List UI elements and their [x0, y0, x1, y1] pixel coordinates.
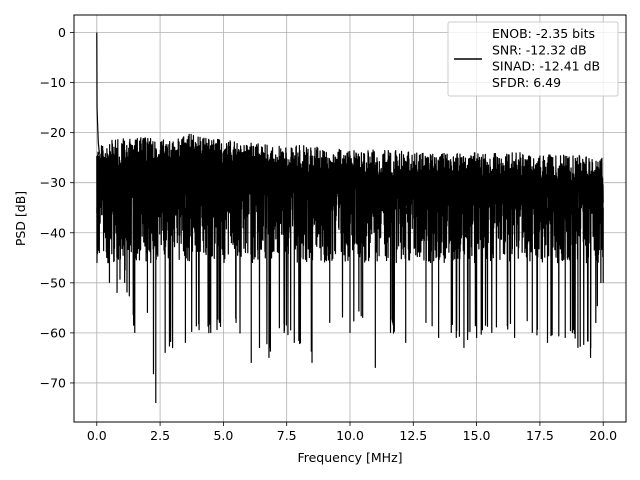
y-tick-label: −30	[40, 175, 66, 190]
legend-entry-snr: SNR: -12.32 dB	[492, 42, 587, 57]
x-tick-label: 5.0	[213, 428, 233, 443]
series-layer	[96, 32, 604, 403]
x-tick-label: 7.5	[277, 428, 297, 443]
psd-series-line	[96, 32, 604, 403]
legend-entry-sfdr: SFDR: 6.49	[492, 75, 561, 90]
x-tick-label: 20.0	[589, 428, 617, 443]
ticks: 0.0 2.5 5.0 7.5 10.0 12.5 15.0 17.5 20.0 0 −10 −20 −…	[40, 25, 618, 443]
y-axis-label: PSD [dB]	[13, 191, 28, 246]
x-tick-label: 17.5	[526, 428, 554, 443]
y-tick-label: −20	[40, 125, 66, 140]
y-tick-label: −60	[40, 325, 66, 340]
y-tick-label: 0	[58, 25, 66, 40]
x-axis-label: Frequency [MHz]	[297, 450, 402, 465]
legend-box	[447, 21, 619, 97]
legend-entry-sinad: SINAD: -12.41 dB	[492, 59, 600, 74]
x-tick-label: 12.5	[399, 428, 427, 443]
y-tick-label: −70	[40, 375, 66, 390]
x-tick-label: 2.5	[150, 428, 170, 443]
x-tick-label: 15.0	[463, 428, 491, 443]
y-tick-label: −10	[40, 75, 66, 90]
x-tick-label: 10.0	[336, 428, 364, 443]
x-tick-label: 0.0	[87, 428, 107, 443]
y-tick-label: −50	[40, 275, 66, 290]
legend: ENOB: -2.35 bits SNR: -12.32 dB SINAD: -…	[447, 21, 619, 97]
y-tick-label: −40	[40, 225, 66, 240]
legend-entry-enob: ENOB: -2.35 bits	[492, 26, 595, 41]
